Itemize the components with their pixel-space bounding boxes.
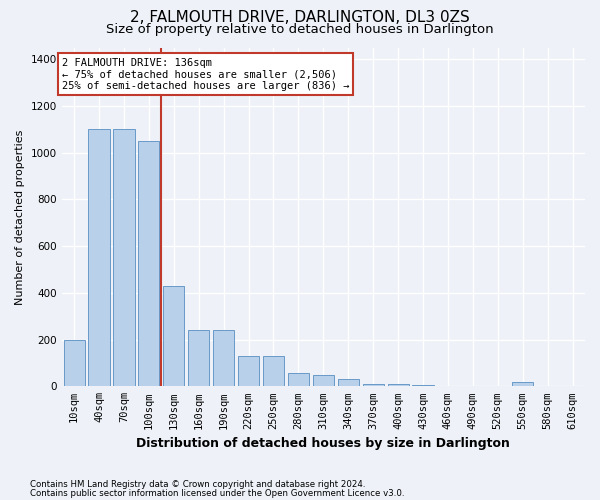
Bar xyxy=(313,374,334,386)
Bar xyxy=(412,385,434,386)
Bar xyxy=(388,384,409,386)
Bar xyxy=(263,356,284,386)
X-axis label: Distribution of detached houses by size in Darlington: Distribution of detached houses by size … xyxy=(136,437,510,450)
Bar xyxy=(213,330,234,386)
Bar xyxy=(113,130,134,386)
Bar xyxy=(88,130,110,386)
Bar xyxy=(362,384,384,386)
Text: Contains HM Land Registry data © Crown copyright and database right 2024.: Contains HM Land Registry data © Crown c… xyxy=(30,480,365,489)
Text: Size of property relative to detached houses in Darlington: Size of property relative to detached ho… xyxy=(106,22,494,36)
Bar xyxy=(288,374,309,386)
Text: 2, FALMOUTH DRIVE, DARLINGTON, DL3 0ZS: 2, FALMOUTH DRIVE, DARLINGTON, DL3 0ZS xyxy=(130,10,470,25)
Bar xyxy=(238,356,259,386)
Y-axis label: Number of detached properties: Number of detached properties xyxy=(15,129,25,304)
Bar xyxy=(512,382,533,386)
Bar xyxy=(138,141,160,386)
Text: Contains public sector information licensed under the Open Government Licence v3: Contains public sector information licen… xyxy=(30,488,404,498)
Bar xyxy=(64,340,85,386)
Bar xyxy=(163,286,184,386)
Bar xyxy=(188,330,209,386)
Text: 2 FALMOUTH DRIVE: 136sqm
← 75% of detached houses are smaller (2,506)
25% of sem: 2 FALMOUTH DRIVE: 136sqm ← 75% of detach… xyxy=(62,58,349,91)
Bar xyxy=(338,380,359,386)
